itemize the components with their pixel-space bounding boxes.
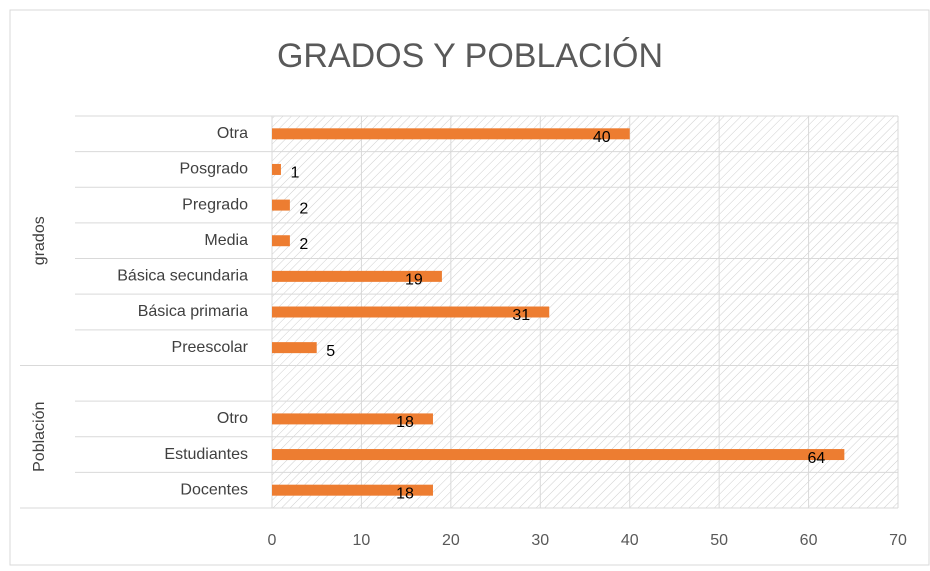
bar	[272, 449, 845, 461]
y-tick-label: Otro	[217, 410, 248, 427]
data-label: 31	[512, 307, 530, 324]
data-label: 64	[807, 450, 825, 467]
data-label: 18	[396, 485, 414, 502]
bar	[272, 128, 630, 140]
x-tick-label: 40	[621, 532, 639, 549]
data-label: 1	[290, 165, 299, 182]
bar	[272, 270, 442, 282]
data-label: 40	[593, 129, 611, 146]
x-tick-label: 0	[268, 532, 277, 549]
y-tick-label: Pregrado	[182, 196, 248, 213]
x-tick-label: 50	[710, 532, 728, 549]
data-label: 2	[299, 236, 308, 253]
bar	[272, 342, 317, 354]
data-label: 18	[396, 414, 414, 431]
x-tick-label: 10	[353, 532, 371, 549]
group-label: Población	[31, 402, 48, 472]
group-label: grados	[31, 216, 48, 265]
y-tick-label: Docentes	[180, 481, 248, 498]
y-tick-label: Estudiantes	[164, 446, 248, 463]
y-tick-label: Preescolar	[172, 339, 249, 356]
data-label: 19	[405, 272, 423, 289]
bar	[272, 413, 433, 425]
y-tick-label: Otra	[217, 125, 248, 142]
y-tick-label: Posgrado	[180, 161, 249, 178]
bar	[272, 235, 290, 247]
bar	[272, 199, 290, 211]
x-tick-label: 20	[442, 532, 460, 549]
y-tick-label: Media	[204, 232, 248, 249]
bar	[272, 306, 550, 318]
data-label: 2	[299, 200, 308, 217]
y-tick-label: Básica secundaria	[117, 268, 248, 285]
x-tick-label: 70	[889, 532, 907, 549]
data-label: 5	[326, 343, 335, 360]
chart-title: GRADOS Y POBLACIÓN	[277, 37, 663, 75]
x-tick-label: 30	[531, 532, 549, 549]
x-tick-label: 60	[800, 532, 818, 549]
bar	[272, 163, 281, 175]
bar	[272, 484, 433, 496]
y-tick-label: Básica primaria	[138, 303, 248, 320]
